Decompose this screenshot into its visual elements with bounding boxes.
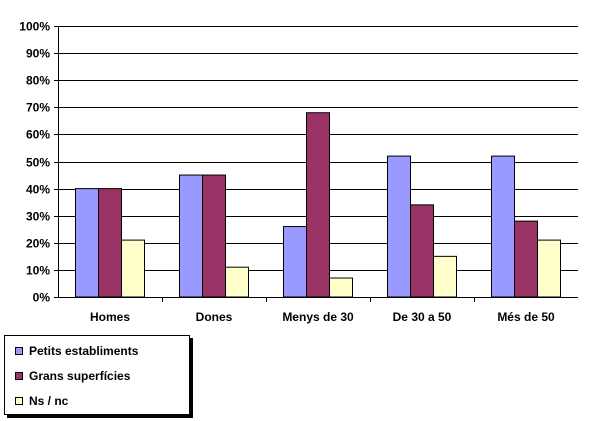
legend-swatch	[15, 397, 23, 405]
bar	[98, 188, 122, 298]
legend-item-ns-nc: Ns / nc	[15, 393, 68, 409]
legend-label: Petits establiments	[29, 344, 139, 358]
bar	[329, 277, 353, 298]
axes-layer	[54, 26, 578, 302]
legend: Petits establiments Grans superfícies Ns…	[4, 335, 190, 415]
y-tick-label: 0%	[33, 291, 51, 305]
x-tick-label: Homes	[90, 310, 130, 324]
bar	[433, 255, 457, 298]
bars-layer	[75, 112, 561, 298]
y-axis-ticks: 0% 10% 20% 30% 40% 50% 60% 70% 80% 90% 100%	[19, 20, 50, 305]
y-tick-label: 10%	[26, 264, 50, 278]
bar	[225, 266, 249, 298]
x-tick-label: Menys de 30	[282, 310, 354, 324]
y-tick-label: 90%	[26, 47, 50, 61]
bar	[514, 220, 538, 298]
y-tick-label: 30%	[26, 210, 50, 224]
x-axis-ticks: Homes Dones Menys de 30 De 30 a 50 Més de 50	[90, 310, 555, 324]
y-tick-label: 80%	[26, 74, 50, 88]
bar	[537, 239, 561, 298]
bar	[75, 188, 99, 298]
legend-swatch	[15, 347, 23, 355]
x-tick-label: De 30 a 50	[393, 310, 452, 324]
bar	[202, 174, 226, 298]
y-tick-label: 20%	[26, 237, 50, 251]
legend-label: Ns / nc	[29, 394, 69, 408]
y-tick-label: 60%	[26, 128, 50, 142]
legend-item-grans-superficies: Grans superfícies	[15, 368, 130, 384]
bar	[410, 204, 434, 298]
x-tick-label: Dones	[196, 310, 233, 324]
y-tick-label: 100%	[19, 20, 50, 34]
bar	[121, 239, 145, 298]
bar	[306, 112, 330, 298]
legend-item-petits-establiments: Petits establiments	[15, 343, 138, 359]
chart-svg: 0% 10% 20% 30% 40% 50% 60% 70% 80% 90% 100% Homes D…	[19, 20, 578, 324]
y-tick-label: 70%	[26, 101, 50, 115]
legend-label: Grans superfícies	[29, 369, 131, 383]
bar	[179, 174, 203, 298]
bar	[387, 155, 411, 298]
y-tick-label: 50%	[26, 156, 50, 170]
legend-swatch	[15, 372, 23, 380]
y-tick-label: 40%	[26, 183, 50, 197]
x-tick-label: Més de 50	[497, 310, 555, 324]
bar	[491, 155, 515, 298]
bar	[283, 226, 307, 298]
